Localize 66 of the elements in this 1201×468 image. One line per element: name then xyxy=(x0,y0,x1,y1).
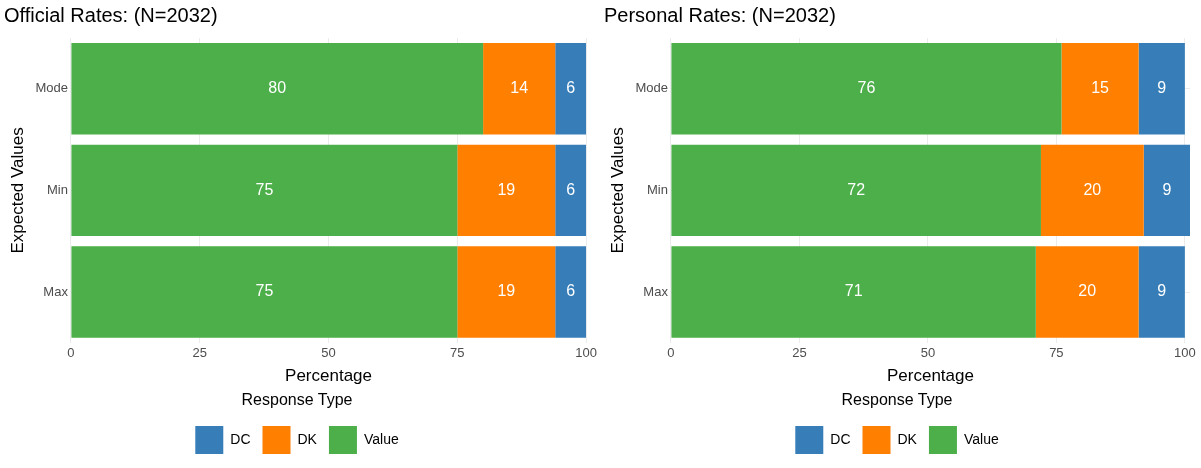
legend-title: Response Type xyxy=(841,391,953,409)
legend-label: DC xyxy=(830,430,851,447)
data-label: 75 xyxy=(255,282,274,300)
x-axis-title: Percentage xyxy=(285,366,373,386)
data-label: 75 xyxy=(255,180,274,198)
x-axis-title: Percentage xyxy=(886,366,974,386)
legend-label: DK xyxy=(297,430,318,447)
data-label: 9 xyxy=(1162,180,1172,198)
data-label: 9 xyxy=(1157,282,1167,300)
data-label: 6 xyxy=(566,180,576,198)
x-tick-label: 25 xyxy=(192,345,207,361)
bar xyxy=(671,144,1041,237)
data-label: 6 xyxy=(566,79,576,97)
bar xyxy=(483,43,556,135)
data-label: 20 xyxy=(1083,180,1102,198)
x-tick-label: 75 xyxy=(450,345,465,361)
bar xyxy=(555,43,587,135)
bar xyxy=(71,246,458,338)
bar xyxy=(1035,246,1139,338)
bar xyxy=(1143,144,1190,237)
y-tick-label: Max xyxy=(43,283,69,299)
y-axis-title: Expected Values xyxy=(607,127,627,254)
data-label: 6 xyxy=(566,282,576,300)
data-label: 9 xyxy=(1157,79,1167,97)
y-axis-title: Expected Values xyxy=(7,127,27,254)
x-tick-label: 100 xyxy=(575,345,598,361)
bar xyxy=(1138,246,1185,338)
y-tick-label: Mode xyxy=(635,80,668,96)
bar xyxy=(555,144,587,237)
data-label: 19 xyxy=(497,282,516,300)
data-label: 14 xyxy=(510,79,529,97)
data-label: 19 xyxy=(497,180,516,198)
y-tick-label: Min xyxy=(646,181,668,197)
bar xyxy=(671,246,1036,338)
bar xyxy=(555,246,587,338)
data-label: 80 xyxy=(268,79,287,97)
y-tick-label: Min xyxy=(46,181,68,197)
data-label: 20 xyxy=(1078,282,1097,300)
x-tick-label: 50 xyxy=(920,345,936,361)
x-tick-label: 25 xyxy=(792,345,807,361)
bar xyxy=(1138,43,1185,135)
x-tick-label: 0 xyxy=(667,345,675,361)
chart-title: Official Rates: (N=2032) xyxy=(4,3,218,26)
data-label: 76 xyxy=(857,79,876,97)
chart-title: Personal Rates: (N=2032) xyxy=(604,3,836,26)
bar xyxy=(671,43,1062,135)
legend-title: Response Type xyxy=(241,391,353,409)
y-tick-label: Mode xyxy=(35,80,68,96)
bar xyxy=(1061,43,1139,135)
legend-label: DC xyxy=(230,430,251,447)
y-tick-label: Max xyxy=(643,283,669,299)
bar xyxy=(1040,144,1144,237)
x-tick-label: 50 xyxy=(321,345,336,361)
data-label: 15 xyxy=(1091,79,1110,97)
bar xyxy=(71,43,484,135)
bar xyxy=(457,246,556,338)
x-tick-label: 0 xyxy=(67,345,75,361)
legend-label: Value xyxy=(963,430,999,447)
data-label: 71 xyxy=(844,282,863,300)
legend-label: Value xyxy=(363,430,399,447)
legend-label: DK xyxy=(897,430,918,447)
bar xyxy=(457,144,556,237)
data-label: 72 xyxy=(847,180,866,198)
x-tick-label: 75 xyxy=(1049,345,1064,361)
bar xyxy=(71,144,458,237)
x-tick-label: 100 xyxy=(1174,345,1196,361)
